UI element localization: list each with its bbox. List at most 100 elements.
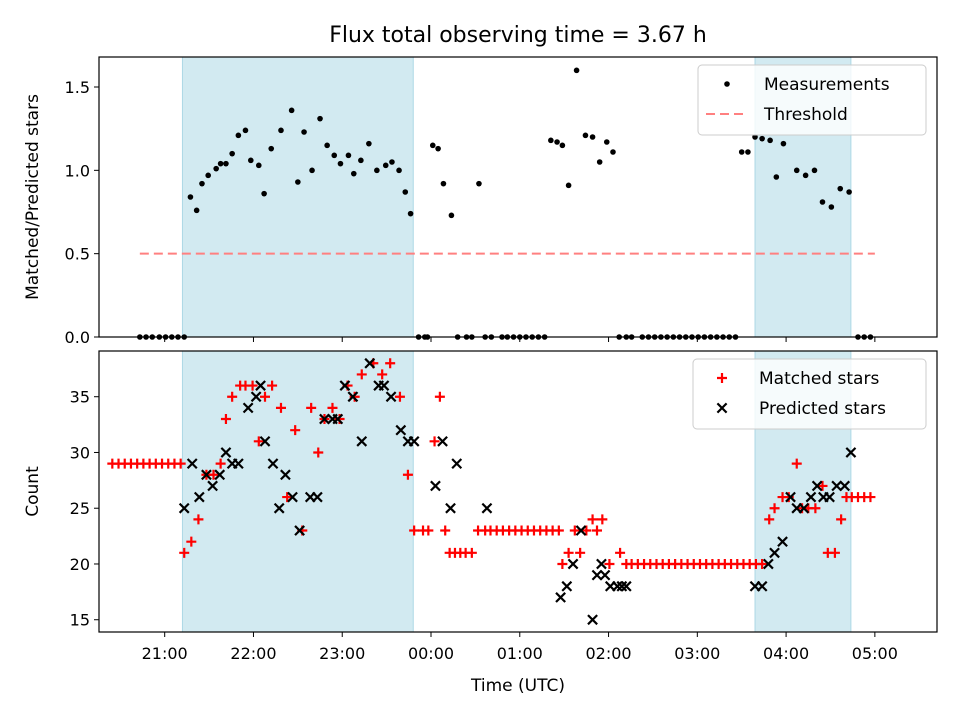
measurement-point [767, 137, 773, 144]
matched-star-point [466, 547, 477, 558]
matched-star-point [865, 492, 876, 503]
y-tick-label: 1.5 [65, 78, 90, 97]
predicted-star-point [824, 491, 835, 503]
measurement-point [793, 167, 800, 174]
measurement-point [610, 149, 616, 155]
measurement-point [476, 180, 482, 187]
predicted-star-point [798, 502, 810, 514]
predicted-star-point [430, 480, 441, 492]
legend-marker-predicted [716, 402, 728, 414]
matched-star-point [604, 558, 615, 569]
y-tick-label: 30 [70, 443, 90, 462]
measurement-point [589, 134, 596, 140]
measurement-point [217, 160, 224, 167]
matched-star-point [313, 447, 324, 458]
measurement-point [773, 174, 780, 180]
chart-title: Flux total observing time = 3.67 h [329, 23, 707, 48]
matched-star-point [592, 525, 603, 536]
legend-label: Threshold [763, 105, 848, 125]
observing-window-band [181, 350, 414, 633]
x-tick-label: 23:00 [319, 644, 365, 663]
predicted-star-point [201, 469, 212, 481]
predicted-star-point [294, 525, 306, 536]
axes-frame [98, 56, 938, 338]
predicted-star-point [451, 458, 463, 470]
matched-star-point [581, 525, 592, 536]
y-axis-label: Matched/Predicted stars [23, 94, 43, 300]
predicted-star-point [445, 502, 456, 514]
predicted-star-point [785, 491, 796, 503]
predicted-star-point [481, 502, 493, 514]
predicted-star-point [339, 380, 351, 391]
legend-box [697, 64, 927, 136]
matched-star-point [557, 558, 568, 569]
predicted-star-point [408, 435, 420, 447]
matched-star-point [553, 525, 564, 536]
measurement-point [317, 115, 323, 122]
x-tick-label: 02:00 [585, 644, 631, 663]
predicted-star-point [267, 458, 279, 470]
predicted-star-point [555, 592, 566, 603]
measurement-point [324, 142, 330, 149]
measurement-point [278, 127, 284, 134]
measurement-point [223, 160, 229, 167]
measurement-point [759, 135, 765, 142]
predicted-star-point [811, 480, 823, 492]
predicted-star-point [612, 580, 623, 592]
predicted-star-point [220, 447, 232, 458]
predicted-star-point [280, 469, 291, 481]
matched-star-point [563, 547, 574, 558]
legend-label: Measurements [764, 75, 890, 95]
matched-star-point [260, 391, 271, 402]
predicted-star-point [561, 580, 573, 592]
measurement-point [193, 207, 200, 214]
measurement-point [846, 189, 852, 195]
measurement-point [596, 159, 603, 165]
matched-star-point [227, 391, 238, 402]
predicted-star-point [250, 391, 262, 403]
measurement-point [358, 157, 364, 164]
x-tick-label: 21:00 [142, 644, 188, 663]
matched-star-point [429, 436, 440, 447]
measurement-point [396, 167, 402, 174]
predicted-star-point [385, 391, 397, 403]
measurement-point [261, 190, 267, 197]
measurement-point [389, 159, 395, 165]
y-tick-label: 15 [70, 611, 90, 630]
predicted-star-point [596, 558, 607, 570]
measurement-point [337, 160, 344, 167]
matched-star-point [253, 436, 264, 447]
predicted-star-point [620, 580, 632, 592]
predicted-star-point [395, 424, 407, 436]
matched-star-point [769, 503, 780, 514]
x-tick-label: 22:00 [230, 644, 276, 663]
legend-marker-measurements [724, 81, 730, 87]
measurement-point [738, 149, 745, 155]
measurement-point [235, 132, 242, 139]
matched-star-point [334, 414, 345, 425]
x-tick-label: 04:00 [763, 644, 809, 663]
matched-star-point [327, 402, 338, 413]
matched-star-point [764, 514, 775, 525]
x-axis-label: Time (UTC) [470, 676, 565, 696]
predicted-star-point [777, 536, 788, 548]
predicted-star-point [356, 435, 368, 447]
matched-star-point [836, 514, 847, 525]
y-axis-label: Count [23, 466, 43, 517]
measurement-point [309, 167, 315, 174]
matched-star-point [175, 458, 186, 469]
measurement-point [548, 137, 554, 144]
measurement-point [828, 204, 835, 210]
measurement-point [407, 210, 414, 217]
measurement-point [345, 152, 352, 159]
matched-star-point [440, 525, 451, 536]
measurement-point [199, 180, 205, 187]
measurement-point [448, 212, 455, 219]
measurement-point [811, 167, 818, 174]
matched-star-point [193, 514, 204, 525]
predicted-star-point [232, 458, 244, 470]
matched-star-point [306, 402, 317, 413]
x-tick-label: 05:00 [852, 644, 898, 663]
measurement-point [295, 179, 301, 185]
